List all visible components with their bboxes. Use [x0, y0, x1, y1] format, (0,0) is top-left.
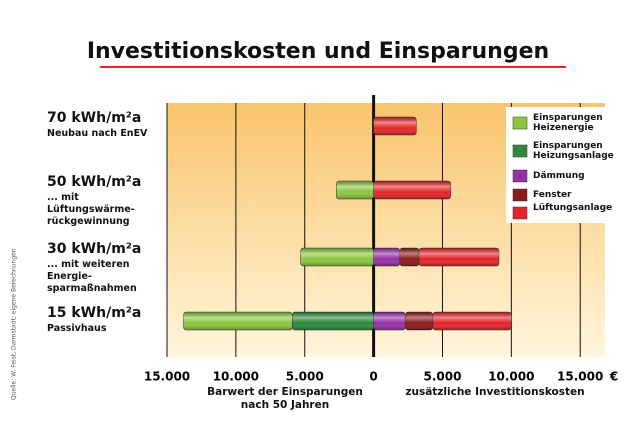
category-label: 50 kWh/m²a [47, 174, 142, 190]
bar-segment [418, 247, 500, 267]
x-tick-label: 15.000 [557, 370, 603, 384]
bar-shine [419, 248, 499, 266]
legend-label: Einsparungen Heizungsanlage [533, 141, 614, 161]
legend-label: Fenster [533, 190, 572, 200]
bar-segment [336, 180, 374, 200]
x-axis-title-left: Barwert der Einsparungen nach 50 Jahren [207, 386, 363, 411]
x-tick-label: 15.000 [144, 370, 190, 384]
category-note: ... mit Lüftungswärme-rückgewinnung [47, 192, 135, 227]
bar-shine [373, 181, 451, 199]
legend-label: Lüftungsanlage [533, 203, 613, 213]
bar-segment [300, 247, 374, 267]
legend-label: Einsparungen Heizenergie [533, 113, 603, 133]
x-tick-label: 10.000 [488, 370, 534, 384]
x-unit: € [609, 370, 618, 384]
category-note: Neubau nach EnEV [47, 128, 148, 139]
source: Quelle: W. Feist, Darmstadt; eigene Bere… [11, 248, 18, 400]
legend-swatch [512, 169, 528, 183]
bar-shine [432, 312, 512, 330]
bar-shine [373, 248, 400, 266]
category-label: 30 kWh/m²a [47, 241, 142, 257]
bar-segment [373, 116, 417, 136]
bar-shine [336, 181, 374, 199]
x-tick-label: 5.000 [423, 370, 461, 384]
bar-shine [373, 117, 417, 135]
bar-segment [432, 311, 512, 331]
legend-swatch [512, 116, 528, 130]
bar-shine [405, 312, 433, 330]
x-tick-label: 0 [369, 370, 377, 384]
bar-segment [183, 311, 293, 331]
bar-segment [292, 311, 374, 331]
bar-segment [404, 311, 434, 331]
bar-segment [373, 247, 401, 267]
bar-shine [183, 312, 293, 330]
chart-title: Investitionskosten und Einsparungen [87, 39, 549, 64]
bar-shine [300, 248, 374, 266]
bar-segment [373, 180, 452, 200]
category-label: 15 kWh/m²a [47, 305, 142, 321]
legend-swatch [512, 144, 528, 158]
bar-shine [373, 312, 406, 330]
legend-swatch [512, 188, 528, 202]
category-label: 70 kWh/m²a [47, 110, 142, 126]
legend-label: Dämmung [533, 171, 585, 181]
x-axis-title-right: zusätzliche Investitionskosten [405, 386, 585, 398]
legend-swatch [512, 206, 528, 220]
x-tick-label: 5.000 [286, 370, 324, 384]
bar-shine [399, 248, 420, 266]
category-note: Passivhaus [47, 323, 107, 334]
bar-shine [292, 312, 374, 330]
x-tick-label: 10.000 [213, 370, 259, 384]
bar-segment [373, 311, 406, 331]
bar-segment [399, 247, 420, 267]
category-note: ... mit weiteren Energie-sparmaßnahmen [47, 259, 137, 294]
